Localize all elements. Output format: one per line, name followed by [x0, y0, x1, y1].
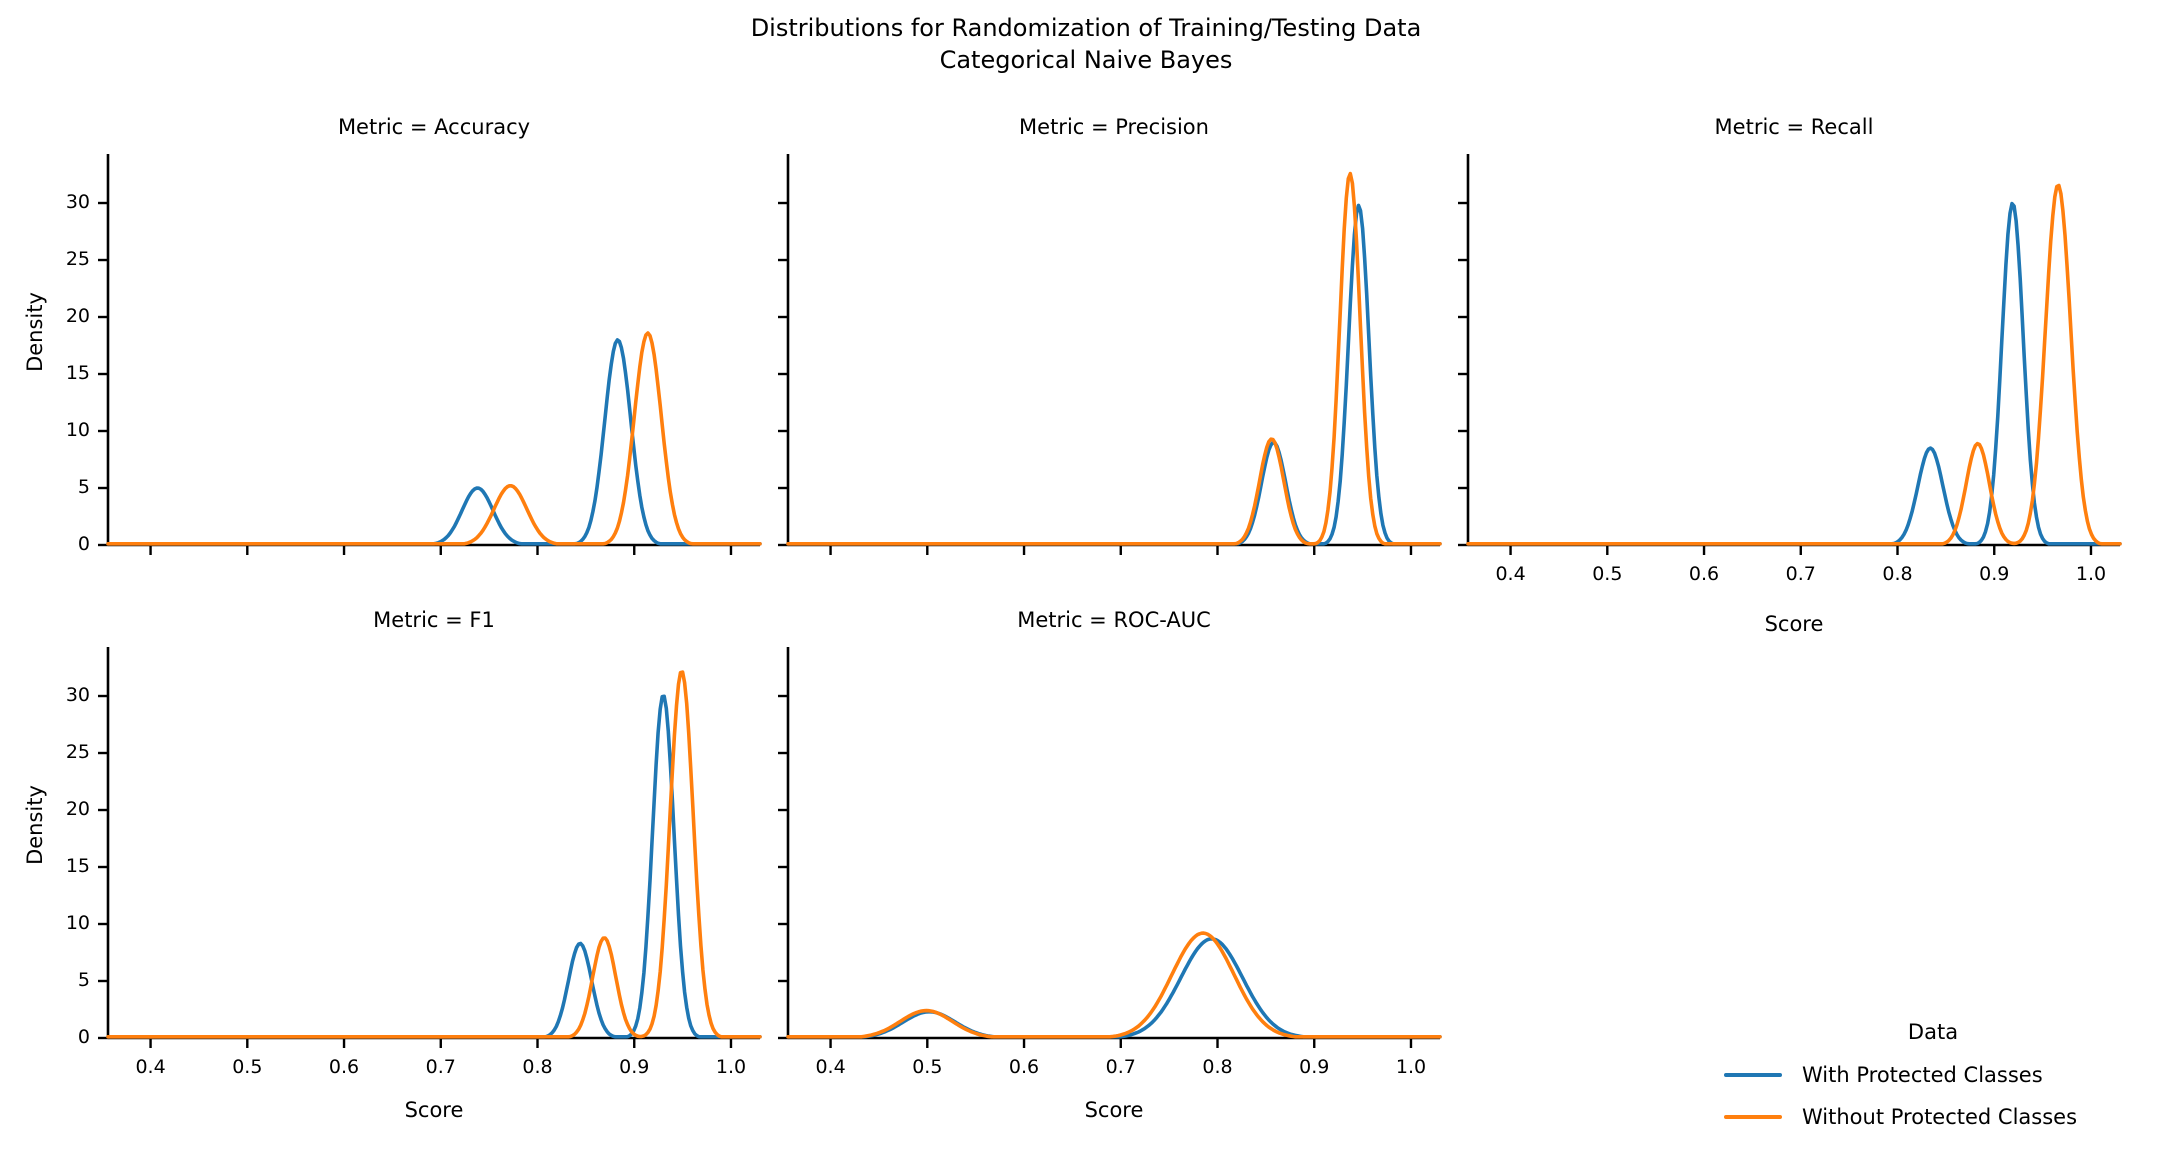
roc-auc-x-tick-label: 0.6 — [1008, 1056, 1040, 1078]
recall-x-tick-label: 0.5 — [1592, 563, 1623, 585]
f1-x-tick-label: 0.9 — [619, 1056, 650, 1078]
roc-auc-x-tick-label: 0.5 — [912, 1056, 943, 1078]
recall-without-protected-curve — [1466, 183, 2122, 546]
f1-x-tick-label: 0.7 — [425, 1056, 456, 1078]
accuracy-y-tick-label: 10 — [65, 419, 90, 441]
f1-y-tick-label: 5 — [77, 969, 90, 991]
f1-x-tick-label: 1.0 — [715, 1056, 747, 1078]
legend: Data With Protected Classes Without Prot… — [1698, 1020, 2168, 1138]
legend-row-without-protected: Without Protected Classes — [1698, 1096, 2168, 1138]
accuracy-y-tick-label: 15 — [65, 362, 90, 384]
f1-x-tick-label: 0.6 — [328, 1056, 360, 1078]
recall-x-tick-label: 0.9 — [1979, 563, 2010, 585]
facet-title-recall: Metric = Recall — [1714, 115, 1874, 139]
accuracy-y-tick-label: 20 — [65, 305, 90, 327]
f1-y-tick-label: 15 — [65, 855, 90, 877]
x-axis-label-roc-auc: Score — [1084, 1098, 1144, 1122]
accuracy-y-tick-label: 5 — [77, 476, 90, 498]
roc-auc-x-tick-label: 0.7 — [1105, 1056, 1136, 1078]
f1-without-protected-curve — [106, 670, 762, 1039]
legend-row-with-protected: With Protected Classes — [1698, 1054, 2168, 1096]
roc-auc-with-protected-curve — [786, 937, 1442, 1039]
x-axis-label-recall: Score — [1764, 612, 1824, 636]
recall-x-tick-label: 0.6 — [1688, 563, 1720, 585]
accuracy-with-protected-curve — [106, 338, 762, 546]
recall-with-protected-curve — [1466, 201, 2122, 546]
f1-y-tick-label: 20 — [65, 798, 90, 820]
recall-x-tick-label: 0.8 — [1882, 563, 1913, 585]
x-axis-label-f1: Score — [404, 1098, 464, 1122]
f1-with-protected-curve — [106, 694, 762, 1039]
facet-title-accuracy: Metric = Accuracy — [337, 115, 531, 139]
accuracy-without-protected-curve — [106, 331, 762, 546]
roc-auc-x-tick-label: 1.0 — [1395, 1056, 1427, 1078]
precision-without-protected-curve — [786, 171, 1442, 546]
f1-y-tick-label: 0 — [77, 1026, 90, 1048]
f1-x-tick-label: 0.4 — [135, 1056, 166, 1078]
figure-title: Distributions for Randomization of Train… — [0, 12, 2172, 76]
accuracy-y-tick-label: 25 — [65, 248, 90, 270]
with-protected-line-swatch — [1724, 1073, 1782, 1077]
facet-title-roc-auc: Metric = ROC-AUC — [1017, 608, 1211, 632]
f1-x-tick-label: 0.8 — [522, 1056, 553, 1078]
recall-x-tick-label: 0.4 — [1495, 563, 1526, 585]
facet-title-precision: Metric = Precision — [1019, 115, 1209, 139]
roc-auc-x-tick-label: 0.8 — [1202, 1056, 1233, 1078]
accuracy-y-tick-label: 30 — [65, 191, 90, 214]
roc-auc-x-tick-label: 0.9 — [1299, 1056, 1330, 1078]
figure-title-line1: Distributions for Randomization of Train… — [750, 14, 1422, 42]
roc-auc-x-tick-label: 0.4 — [815, 1056, 846, 1078]
f1-y-tick-label: 25 — [65, 741, 90, 763]
figure-title-line2: Categorical Naive Bayes — [939, 46, 1233, 74]
recall-x-tick-label: 1.0 — [2075, 563, 2107, 585]
facet-title-f1: Metric = F1 — [373, 608, 495, 632]
f1-y-tick-label: 10 — [65, 912, 90, 934]
recall-x-tick-label: 0.7 — [1785, 563, 1816, 585]
legend-label-without-protected: Without Protected Classes — [1802, 1105, 2078, 1129]
legend-label-with-protected: With Protected Classes — [1802, 1063, 2043, 1087]
without-protected-line-swatch — [1724, 1115, 1782, 1119]
accuracy-y-tick-label: 0 — [77, 533, 90, 555]
f1-y-tick-label: 30 — [65, 684, 90, 707]
f1-x-tick-label: 0.5 — [232, 1056, 263, 1078]
legend-title: Data — [1907, 1020, 1959, 1044]
roc-auc-without-protected-curve — [786, 931, 1442, 1039]
